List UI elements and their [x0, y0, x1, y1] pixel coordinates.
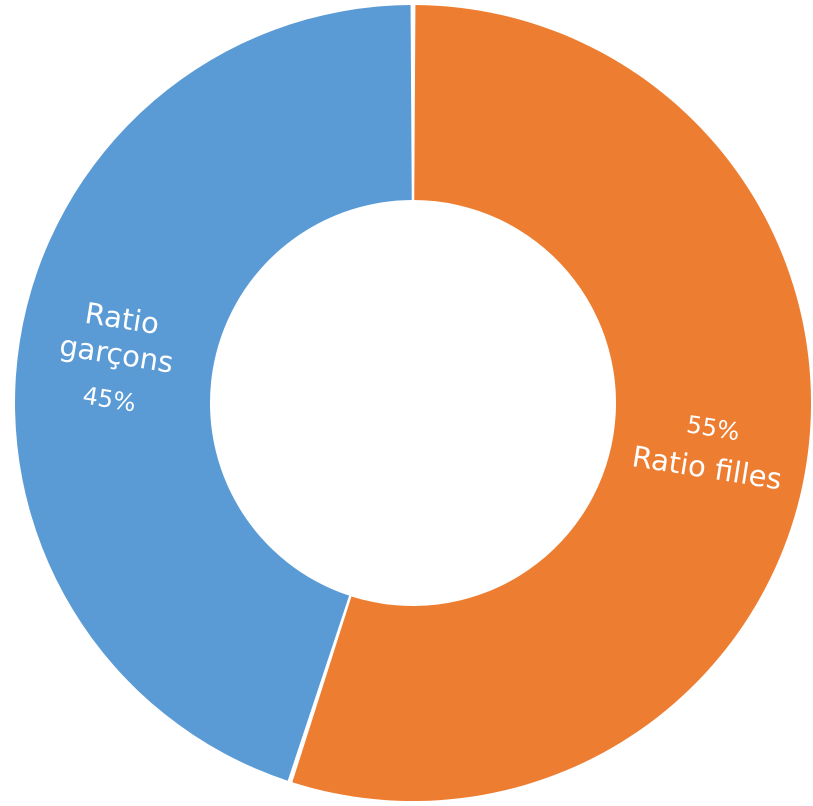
slice-ratio-filles	[292, 5, 812, 802]
slice-ratio-garcons	[15, 5, 412, 781]
slices-layer	[15, 5, 812, 802]
